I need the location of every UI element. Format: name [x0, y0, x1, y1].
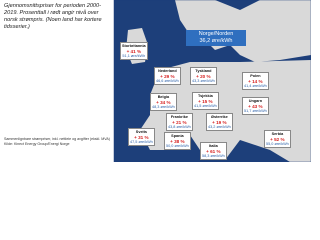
- country-box: Østerrike + 19 % 43,2 øre/kWh: [206, 113, 233, 131]
- country-name: Tsjekkia: [198, 93, 213, 98]
- country-box: Nederland + 29 % 46,6 øre/kWh: [154, 67, 181, 85]
- price: 55,0 øre/kWh: [266, 141, 289, 146]
- price: 51,7 øre/kWh: [244, 108, 267, 113]
- price-change: + 38 %: [170, 138, 185, 144]
- price: 43,3 øre/kWh: [192, 78, 215, 83]
- country-name: Østerrike: [211, 114, 228, 119]
- country-name: Storbritannia: [122, 43, 146, 48]
- map-frame: [113, 0, 311, 162]
- price-change: + 43 %: [248, 103, 263, 109]
- nordic-name: Norge/Norden: [198, 31, 234, 37]
- country-box: Sveits + 31 % 47,5 øre/kWh: [128, 128, 155, 146]
- country-name: Polen: [250, 73, 261, 78]
- country-box: Belgia + 34 % 48,3 øre/kWh: [150, 93, 177, 111]
- nordic-price: 36,2 øre/kWh: [199, 38, 233, 44]
- country-name: Belgia: [157, 94, 170, 99]
- country-box: Serbia + 52 % 55,0 øre/kWh: [264, 130, 291, 148]
- footer-note: Sammenlignbare strømpriser, inkl. nettle…: [4, 137, 110, 141]
- country-name: Italia: [209, 143, 218, 148]
- country-name: Tyskland: [195, 68, 212, 73]
- country-box: Frankrike + 21 % 43,8 øre/kWh: [166, 113, 193, 131]
- country-box: Tsjekkia + 15 % 41,5 øre/kWh: [192, 92, 219, 110]
- country-box: Storbritannia + 41 % 51,1 øre/kWh: [120, 42, 148, 60]
- country-box: Ungarn + 43 % 51,7 øre/kWh: [242, 97, 269, 115]
- price-change: + 52 %: [270, 136, 285, 142]
- infographic: Gjennomsnittspriser for perioden 2000-20…: [4, 0, 311, 162]
- price-change: + 41 %: [126, 48, 142, 54]
- price: 51,1 øre/kWh: [122, 53, 146, 58]
- country-name: Serbia: [271, 131, 284, 136]
- title: Gjennomsnittspriser for perioden 2000-20…: [4, 3, 102, 30]
- country-name: Sveits: [135, 129, 147, 134]
- price-change: + 34 %: [156, 99, 171, 105]
- price-change: + 19 %: [212, 119, 227, 125]
- country-box: Tyskland + 20 % 43,3 øre/kWh: [190, 67, 217, 85]
- price: 46,6 øre/kWh: [156, 78, 179, 83]
- price: 43,2 øre/kWh: [208, 124, 231, 129]
- price-change: + 31 %: [134, 134, 149, 140]
- country-box: Polen + 14 % 41,4 øre/kWh: [242, 72, 269, 90]
- price: 47,5 øre/kWh: [130, 139, 153, 144]
- price: 43,8 øre/kWh: [168, 124, 191, 129]
- price: 41,4 øre/kWh: [244, 83, 267, 88]
- country-name: Spania: [171, 133, 184, 138]
- price: 50,0 øre/kWh: [166, 143, 189, 148]
- price-change: + 20 %: [196, 73, 211, 79]
- price-change: + 21 %: [172, 119, 187, 125]
- price-change: + 29 %: [160, 73, 175, 79]
- price-change: + 14 %: [248, 78, 263, 84]
- country-box: Italia + 61 % 58,3 øre/kWh: [200, 142, 227, 160]
- price: 41,5 øre/kWh: [194, 103, 217, 108]
- price: 58,3 øre/kWh: [202, 153, 225, 158]
- footer-source: Kilde: Kinect Energy Group/Energi Norge: [4, 142, 70, 146]
- country-box: Spania + 38 % 50,0 øre/kWh: [164, 132, 191, 150]
- country-name: Nederland: [158, 68, 177, 73]
- country-name: Frankrike: [170, 114, 188, 119]
- footer: Sammenlignbare strømpriser, inkl. nettle…: [4, 137, 114, 147]
- country-name: Ungarn: [248, 98, 263, 103]
- nordic-box: Norge/Norden 36,2 øre/kWh: [186, 30, 246, 46]
- price: 48,3 øre/kWh: [152, 104, 175, 109]
- price-change: + 15 %: [198, 98, 213, 104]
- price-change: + 61 %: [206, 148, 221, 154]
